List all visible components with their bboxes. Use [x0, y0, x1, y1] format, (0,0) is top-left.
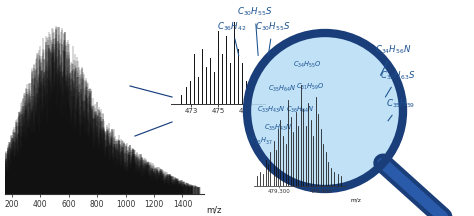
Text: $C_{35}H_{43}N$: $C_{35}H_{43}N$ — [264, 122, 293, 133]
Text: $C_{31}H_{59}O$: $C_{31}H_{59}O$ — [296, 81, 325, 92]
Text: $C_{36}H_{64}N$: $C_{36}H_{64}N$ — [286, 105, 314, 115]
Text: $C_{34}H_{55}O$: $C_{34}H_{55}O$ — [293, 60, 321, 70]
Text: $C_{30}H_{55}S$: $C_{30}H_{55}S$ — [255, 21, 291, 56]
Text: $C_{35}H_{59}$: $C_{35}H_{59}$ — [386, 98, 415, 121]
Text: $C_{34}H_{56}N$: $C_{34}H_{56}N$ — [375, 44, 412, 75]
Text: $C_{36}H_{42}$: $C_{36}H_{42}$ — [218, 21, 247, 56]
Text: $C_{35}H_{64}N$: $C_{35}H_{64}N$ — [268, 83, 296, 94]
Text: $C_{30}H_{55}S$: $C_{30}H_{55}S$ — [237, 6, 273, 56]
Text: $C_{33}H_{43}N$: $C_{33}H_{43}N$ — [257, 105, 285, 115]
Text: m/z: m/z — [206, 205, 221, 214]
Text: m/z: m/z — [351, 198, 362, 203]
Circle shape — [247, 33, 403, 189]
Text: $C_{32}H_{63}S$: $C_{32}H_{63}S$ — [380, 70, 416, 97]
Text: $^2C_{35}H_{37}$: $^2C_{35}H_{37}$ — [246, 134, 273, 147]
